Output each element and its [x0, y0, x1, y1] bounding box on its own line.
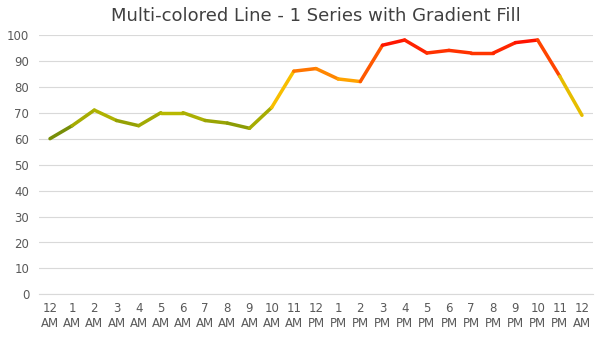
Title: Multi-colored Line - 1 Series with Gradient Fill: Multi-colored Line - 1 Series with Gradi… [111, 7, 521, 25]
